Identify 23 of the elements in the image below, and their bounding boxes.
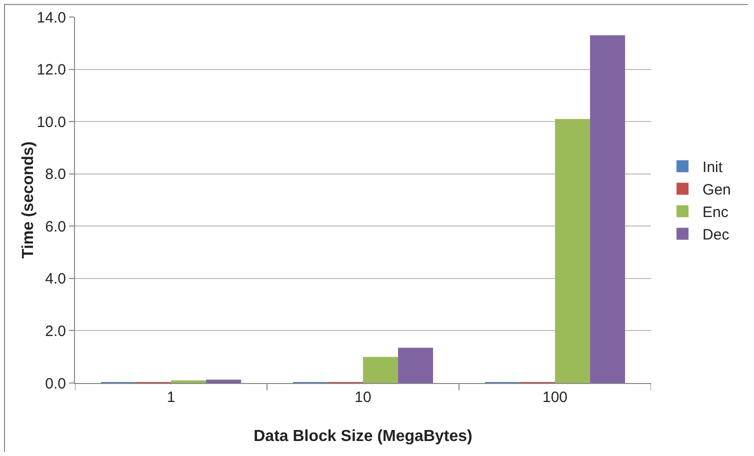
x-tick-label: 10 — [354, 389, 372, 406]
legend-label: Enc — [702, 204, 729, 222]
bar — [171, 380, 206, 383]
y-tick-label: 4.0 — [45, 270, 66, 288]
bar — [363, 356, 398, 383]
legend-label: Init — [702, 159, 724, 176]
bar — [590, 35, 626, 383]
y-tick-label: 10.0 — [36, 114, 66, 131]
x-axis-title: Data Block Size (MegaBytes) — [254, 428, 472, 445]
legend-label: Dec — [702, 226, 730, 244]
x-tick-label: 100 — [542, 389, 568, 406]
y-tick-label: 14.0 — [36, 9, 66, 26]
bar — [398, 348, 434, 383]
bar — [555, 118, 590, 383]
y-tick-label: 2.0 — [45, 322, 66, 340]
y-tick-label: 8.0 — [45, 166, 66, 184]
legend-label: Gen — [702, 182, 731, 199]
bar — [206, 380, 242, 383]
x-tick-label: 1 — [166, 389, 176, 406]
y-tick-label: 6.0 — [45, 218, 66, 236]
y-tick-label: 12.0 — [36, 62, 66, 79]
y-axis-title: Time (seconds) — [20, 141, 37, 259]
y-tick-label: 0.0 — [45, 375, 66, 392]
